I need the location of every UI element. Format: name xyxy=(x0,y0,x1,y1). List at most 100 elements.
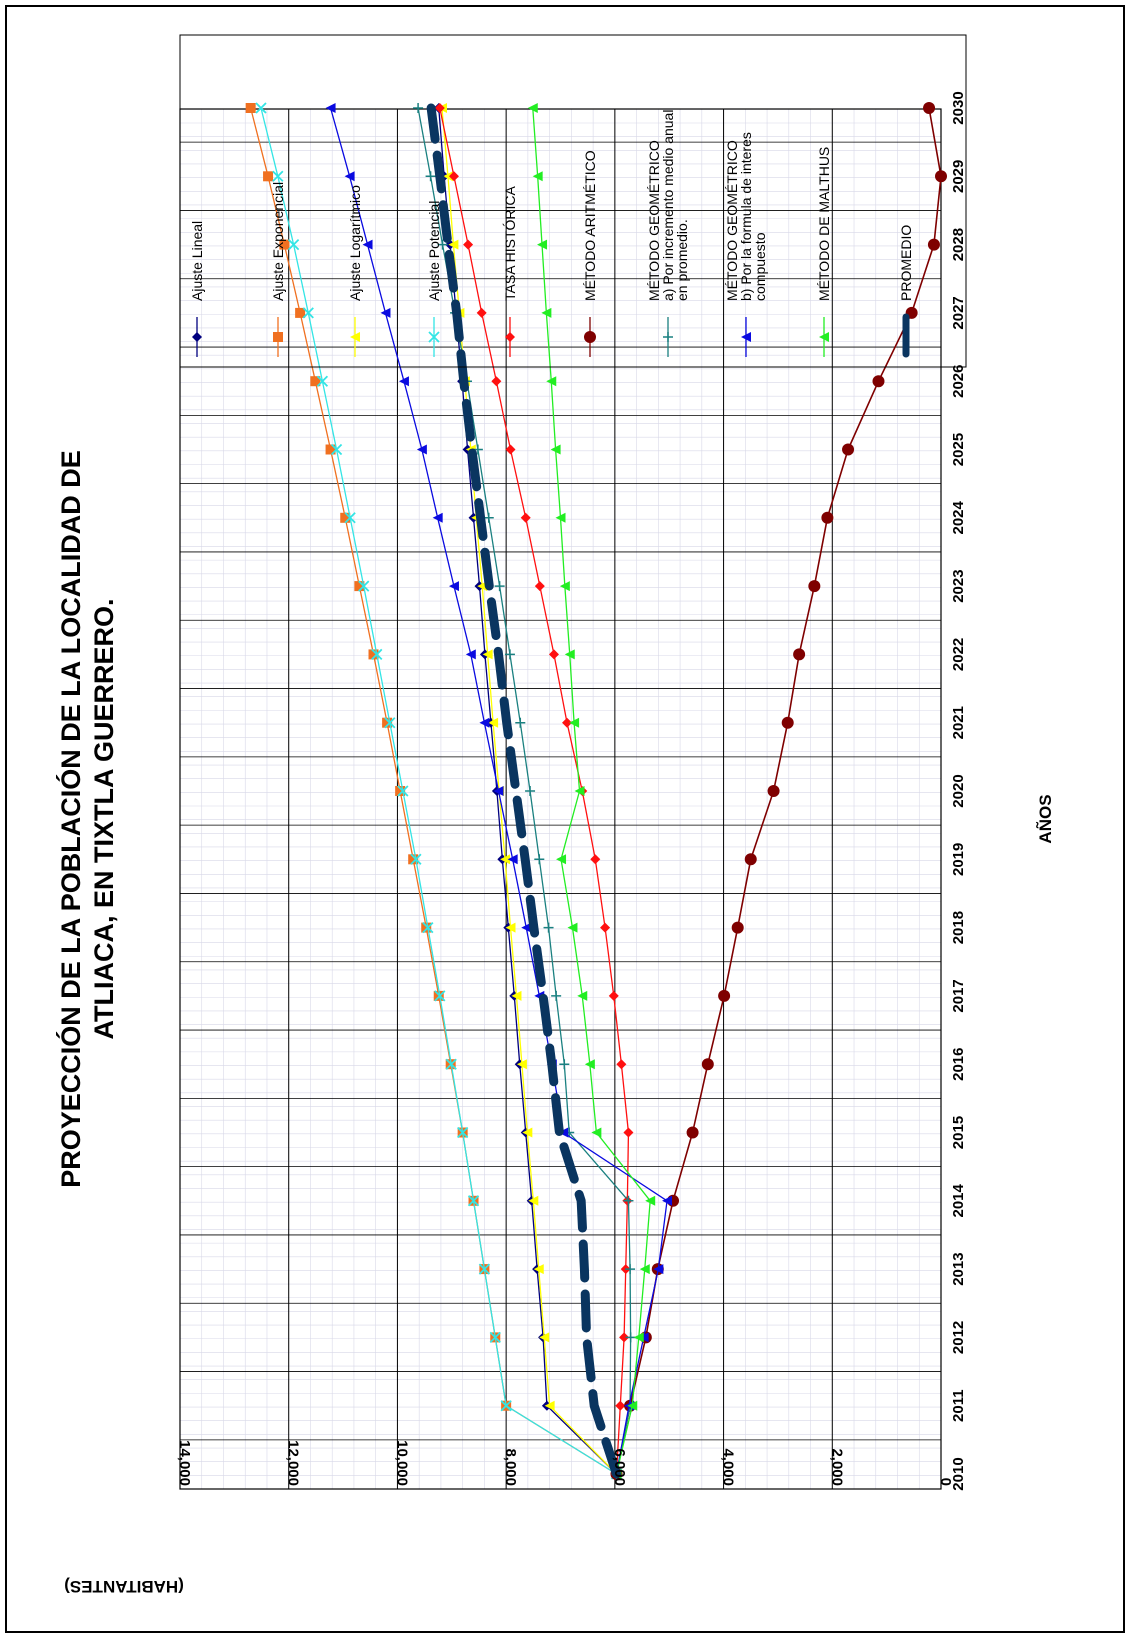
series-promedio xyxy=(426,103,621,1479)
data-point xyxy=(371,648,383,661)
data-point xyxy=(781,716,794,729)
x-tick-label: 2029 xyxy=(950,160,967,193)
legend-label: Ajuste Potencial xyxy=(426,201,442,301)
x-tick-label: 2011 xyxy=(950,1389,967,1422)
x-tick-label: 2016 xyxy=(950,1048,967,1081)
data-point xyxy=(479,717,490,728)
x-tick-label: 2013 xyxy=(950,1252,967,1285)
series-aritmetico xyxy=(610,102,947,1480)
data-point xyxy=(534,581,545,592)
data-point xyxy=(663,332,673,342)
series-line-potencial xyxy=(260,107,617,1475)
data-point xyxy=(645,1195,656,1206)
legend-label: MÉTODO ARITMÉTICO xyxy=(582,150,598,301)
legend-item-lineal: Ajuste Lineal xyxy=(189,221,205,357)
data-point xyxy=(616,1059,627,1070)
data-point xyxy=(591,1127,602,1138)
plot-area-border xyxy=(179,108,942,1490)
data-point xyxy=(623,1127,634,1138)
data-point xyxy=(731,921,744,934)
y-tick-label: 10,000 xyxy=(393,1440,410,1486)
data-point xyxy=(744,853,757,866)
y-tick-label: 6,000 xyxy=(611,1448,628,1486)
data-point xyxy=(476,307,487,318)
x-tick-label: 2017 xyxy=(950,979,967,1012)
data-point xyxy=(500,854,511,865)
data-point xyxy=(465,649,476,660)
series-exponencial xyxy=(245,103,622,1479)
x-tick-label: 2023 xyxy=(950,569,967,602)
series-geo_b xyxy=(325,103,673,1479)
data-point xyxy=(482,649,493,660)
x-tick-label: 2014 xyxy=(950,1183,967,1217)
data-point xyxy=(559,581,570,592)
data-point xyxy=(272,170,284,182)
data-point xyxy=(507,854,518,865)
data-point xyxy=(821,511,834,524)
data-point xyxy=(686,1126,699,1139)
data-point xyxy=(434,990,446,1002)
data-point xyxy=(528,1195,539,1206)
x-tick-label: 2027 xyxy=(950,296,967,329)
x-tick-label: 2015 xyxy=(950,1116,967,1149)
data-point xyxy=(445,1058,457,1070)
data-point xyxy=(325,103,336,113)
x-tick-label: 2030 xyxy=(950,91,967,124)
data-point xyxy=(493,786,504,796)
data-point xyxy=(741,332,751,342)
data-point xyxy=(192,332,202,342)
chart-title-line-2: ATLIACA, EN TIXTLA GUERRERO. xyxy=(89,599,119,1040)
data-point xyxy=(489,1331,501,1344)
data-point xyxy=(380,307,391,318)
data-point xyxy=(546,376,557,387)
legend-item-tasa: TASA HISTÓRICA xyxy=(502,185,518,357)
data-point xyxy=(564,649,575,660)
x-tick-label: 2025 xyxy=(950,433,967,466)
data-point xyxy=(623,1195,634,1206)
data-point xyxy=(384,717,396,729)
x-tick-label: 2028 xyxy=(950,228,967,261)
data-point xyxy=(600,922,611,933)
y-axis-title: (HABITANTES) xyxy=(64,1577,184,1596)
data-point xyxy=(633,1332,644,1343)
data-point xyxy=(522,1127,533,1138)
data-point xyxy=(842,443,855,456)
data-point xyxy=(422,921,434,934)
legend-item-potencial: Ajuste Potencial xyxy=(426,201,442,357)
legend-label: TASA HISTÓRICA xyxy=(502,185,518,301)
data-point xyxy=(448,581,459,592)
data-point xyxy=(340,512,351,523)
x-tick-label: 2010 xyxy=(950,1457,967,1490)
data-point xyxy=(273,332,283,342)
data-point xyxy=(534,854,545,865)
data-point xyxy=(539,1332,550,1343)
data-point xyxy=(527,103,538,113)
data-point xyxy=(516,1059,527,1070)
legend-label: Ajuste Exponencial xyxy=(270,182,286,301)
x-tick-label: 2022 xyxy=(950,638,967,671)
data-point xyxy=(515,717,526,728)
legend-label: b) Por la formula de interes xyxy=(738,132,754,301)
legend-item-aritmetico: MÉTODO ARITMÉTICO xyxy=(582,150,598,357)
data-point xyxy=(793,648,806,661)
data-point xyxy=(543,922,554,933)
data-point xyxy=(310,376,321,387)
data-point xyxy=(577,990,588,1001)
data-point xyxy=(410,853,422,865)
data-point xyxy=(608,990,619,1001)
data-point xyxy=(432,512,443,523)
legend-label: PROMEDIO xyxy=(898,225,914,301)
data-point xyxy=(350,332,360,342)
data-point xyxy=(505,922,516,933)
data-point xyxy=(935,170,947,183)
data-point xyxy=(500,1400,512,1412)
series-line-promedio xyxy=(426,103,621,1479)
data-point xyxy=(344,512,356,524)
series-line-geo_a xyxy=(417,107,632,1475)
data-point xyxy=(358,580,370,592)
data-point xyxy=(467,1195,480,1207)
data-point xyxy=(511,990,522,1001)
y-tick-label: 12,000 xyxy=(285,1440,302,1486)
legend-item-promedio: PROMEDIO xyxy=(898,225,914,358)
